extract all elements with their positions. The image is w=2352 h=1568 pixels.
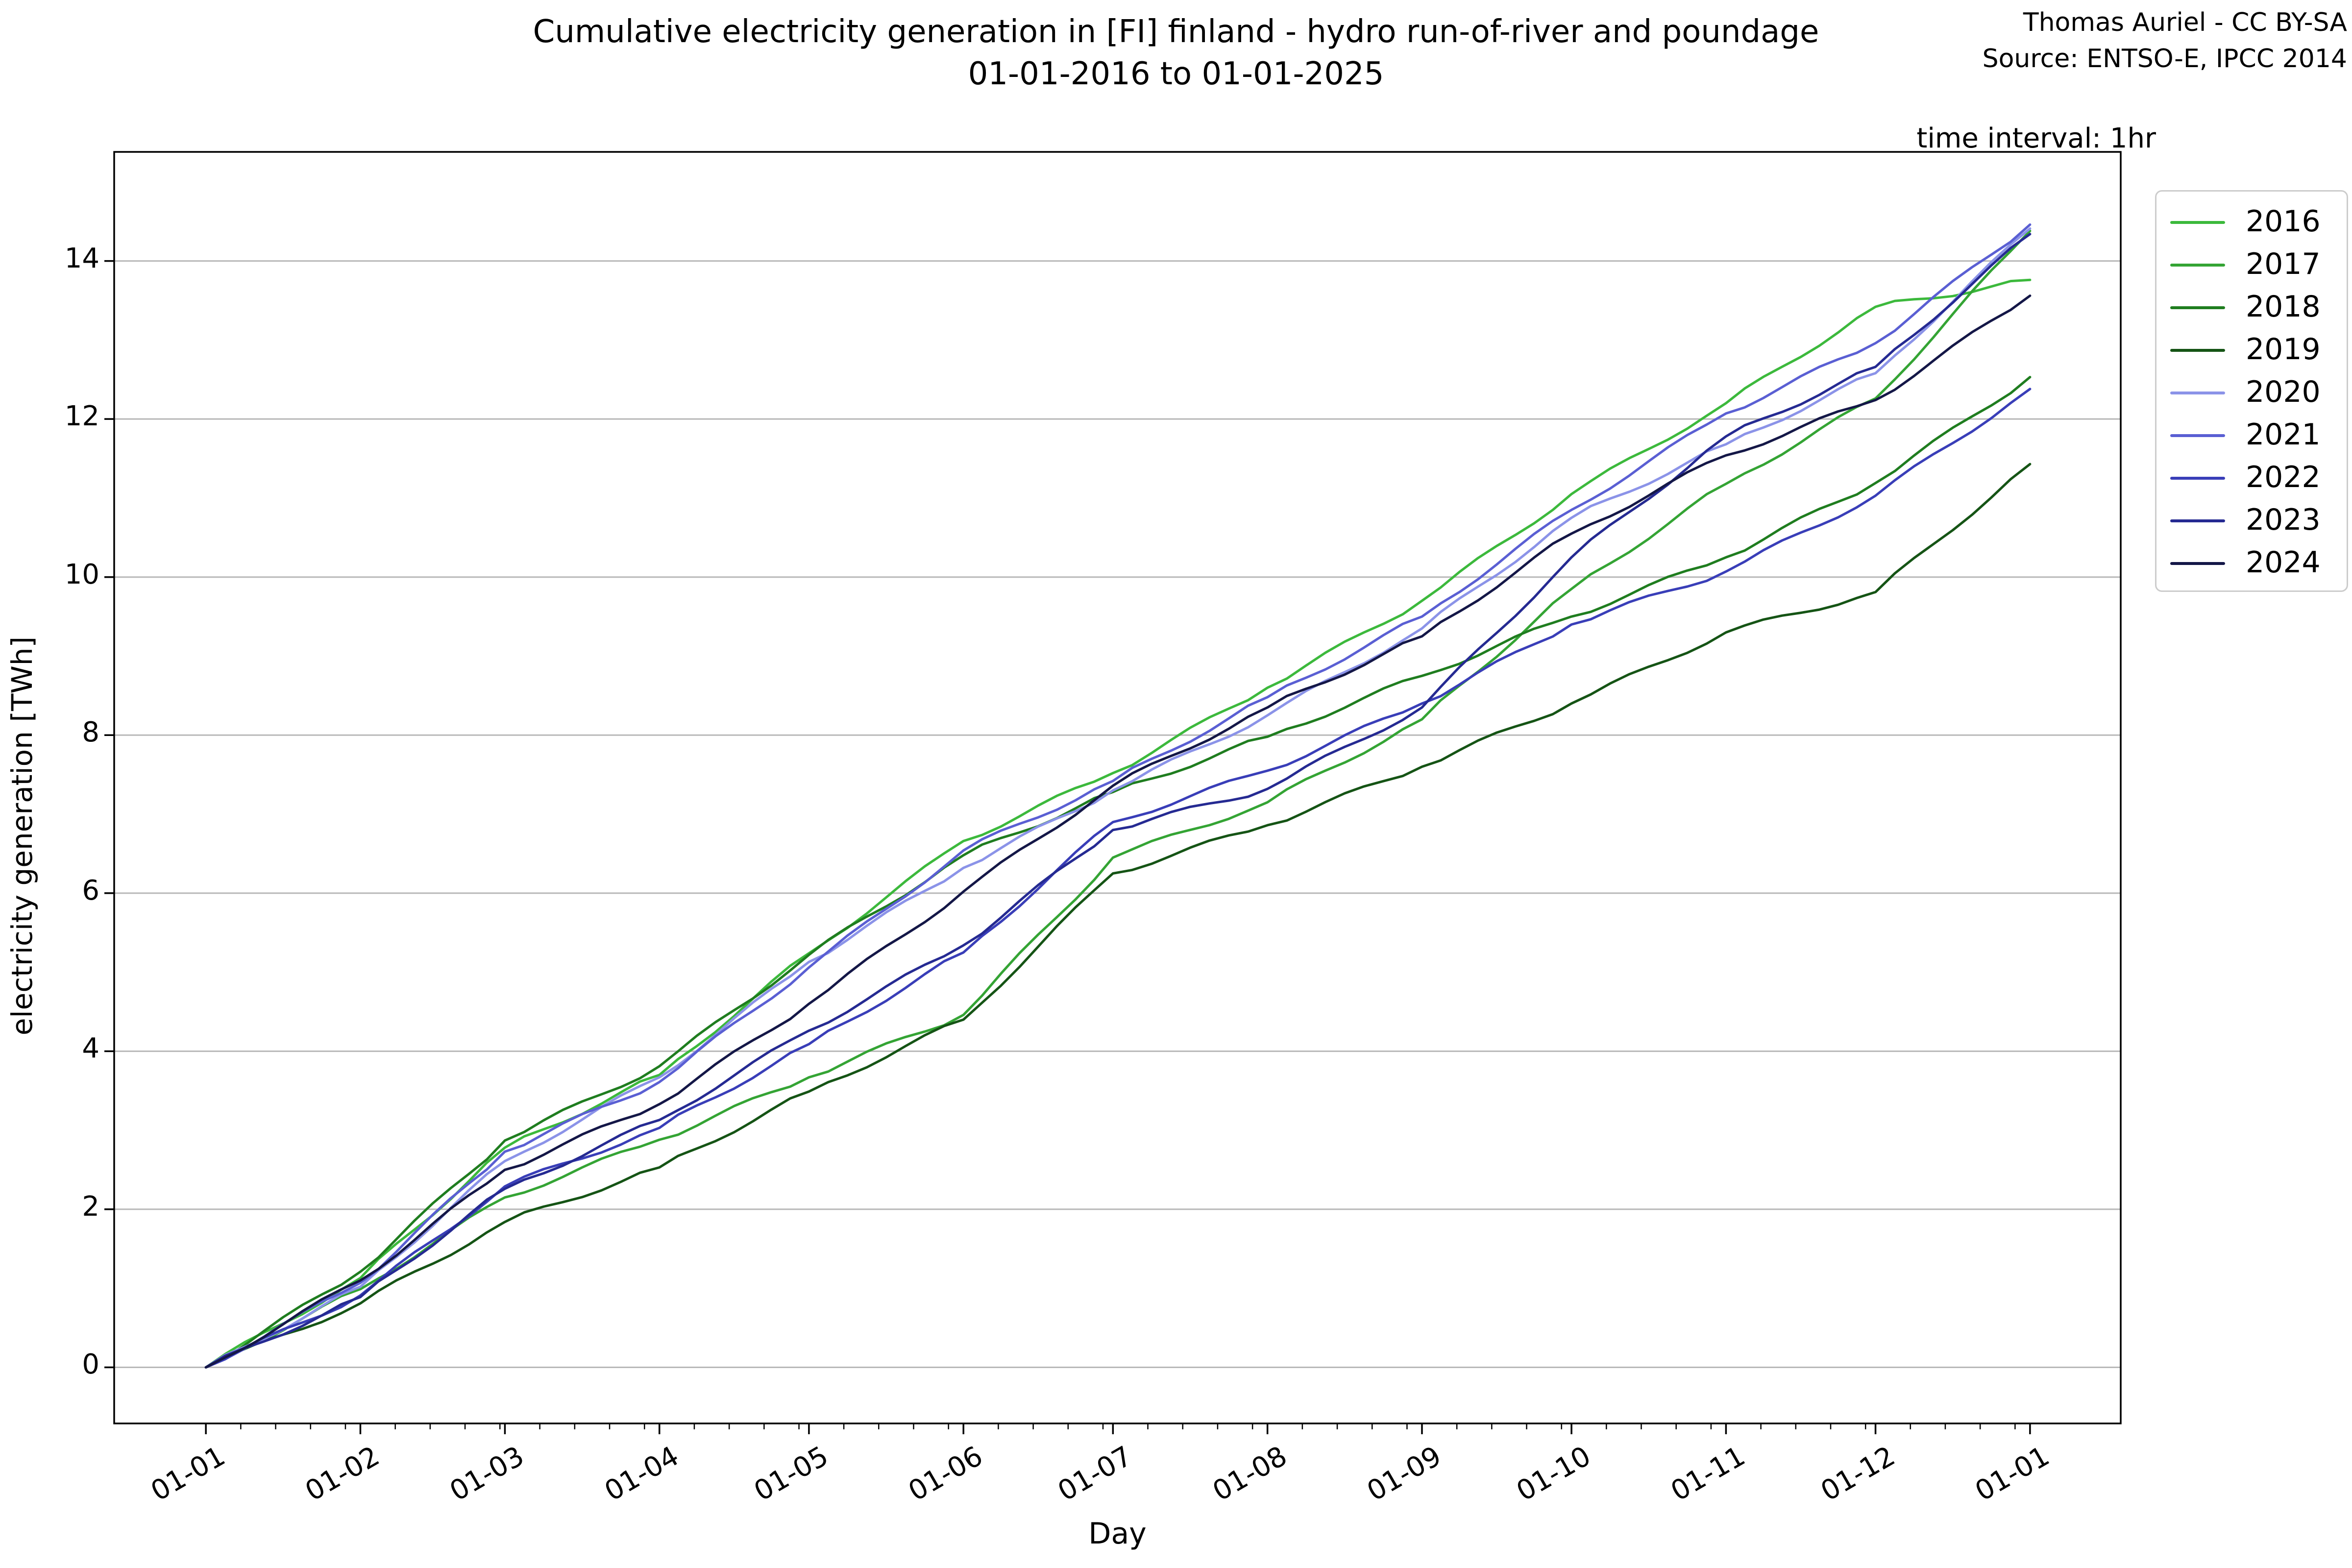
legend-swatch-icon xyxy=(2170,392,2225,394)
legend-item-2017: 2017 xyxy=(2156,243,2347,286)
credit-author: Thomas Auriel - CC BY-SA xyxy=(2023,8,2347,37)
legend: 2016 2017 2018 2019 2020 2021 2022 2023 2024 xyxy=(2155,190,2348,592)
legend-swatch-icon xyxy=(2170,519,2225,522)
legend-item-label: 2024 xyxy=(2246,545,2321,580)
legend-item-label: 2020 xyxy=(2246,375,2321,409)
series-line-2020 xyxy=(204,227,2032,1369)
y-tick-label: 4 xyxy=(82,1032,99,1065)
y-tick-label: 8 xyxy=(82,716,99,749)
legend-item-label: 2018 xyxy=(2246,290,2321,324)
legend-item-2016: 2016 xyxy=(2156,200,2347,243)
title-block: Cumulative electricity generation in [FI… xyxy=(0,11,2352,96)
plot-border xyxy=(113,151,2122,1424)
y-tick-label: 14 xyxy=(64,242,99,274)
legend-item-label: 2016 xyxy=(2246,204,2321,239)
y-tick-label: 6 xyxy=(82,874,99,906)
legend-item-label: 2022 xyxy=(2246,460,2321,494)
y-tick-label: 2 xyxy=(82,1190,99,1223)
y-tick-label: 10 xyxy=(64,558,99,590)
legend-item-2019: 2019 xyxy=(2156,328,2347,371)
series-line-2024 xyxy=(204,294,2032,1369)
legend-item-2020: 2020 xyxy=(2156,371,2347,414)
series-line-2017 xyxy=(204,229,2032,1369)
credit-block: Thomas Auriel - CC BY-SA Source: ENTSO-E… xyxy=(1983,5,2347,77)
legend-item-label: 2021 xyxy=(2246,417,2321,452)
credit-source: Source: ENTSO-E, IPCC 2014 xyxy=(1982,44,2347,74)
y-tick-label: 0 xyxy=(82,1348,99,1381)
series-line-2021 xyxy=(204,223,2032,1369)
series-line-2016 xyxy=(204,278,2032,1369)
legend-swatch-icon xyxy=(2170,434,2225,437)
legend-swatch-icon xyxy=(2170,562,2225,565)
chart-subtitle: 01-01-2016 to 01-01-2025 xyxy=(968,56,1384,93)
legend-swatch-icon xyxy=(2170,264,2225,267)
series-line-2023 xyxy=(204,233,2032,1369)
legend-item-label: 2023 xyxy=(2246,503,2321,537)
chart-title: Cumulative electricity generation in [FI… xyxy=(533,14,1819,50)
y-tick-label: 12 xyxy=(64,400,99,433)
legend-item-2021: 2021 xyxy=(2156,414,2347,456)
legend-swatch-icon xyxy=(2170,349,2225,352)
legend-item-2023: 2023 xyxy=(2156,499,2347,541)
series-line-2018 xyxy=(204,376,2032,1369)
legend-swatch-icon xyxy=(2170,306,2225,309)
x-axis-label: Day xyxy=(1088,1517,1147,1551)
series-line-2019 xyxy=(204,463,2032,1369)
legend-swatch-icon xyxy=(2170,221,2225,224)
legend-item-label: 2019 xyxy=(2246,332,2321,367)
legend-swatch-icon xyxy=(2170,477,2225,480)
legend-item-2022: 2022 xyxy=(2156,456,2347,499)
legend-item-label: 2017 xyxy=(2246,247,2321,281)
legend-item-2024: 2024 xyxy=(2156,541,2347,584)
time-interval-note: time interval: 1hr xyxy=(1916,122,2156,154)
series-line-2022 xyxy=(204,388,2032,1369)
legend-item-2018: 2018 xyxy=(2156,286,2347,328)
